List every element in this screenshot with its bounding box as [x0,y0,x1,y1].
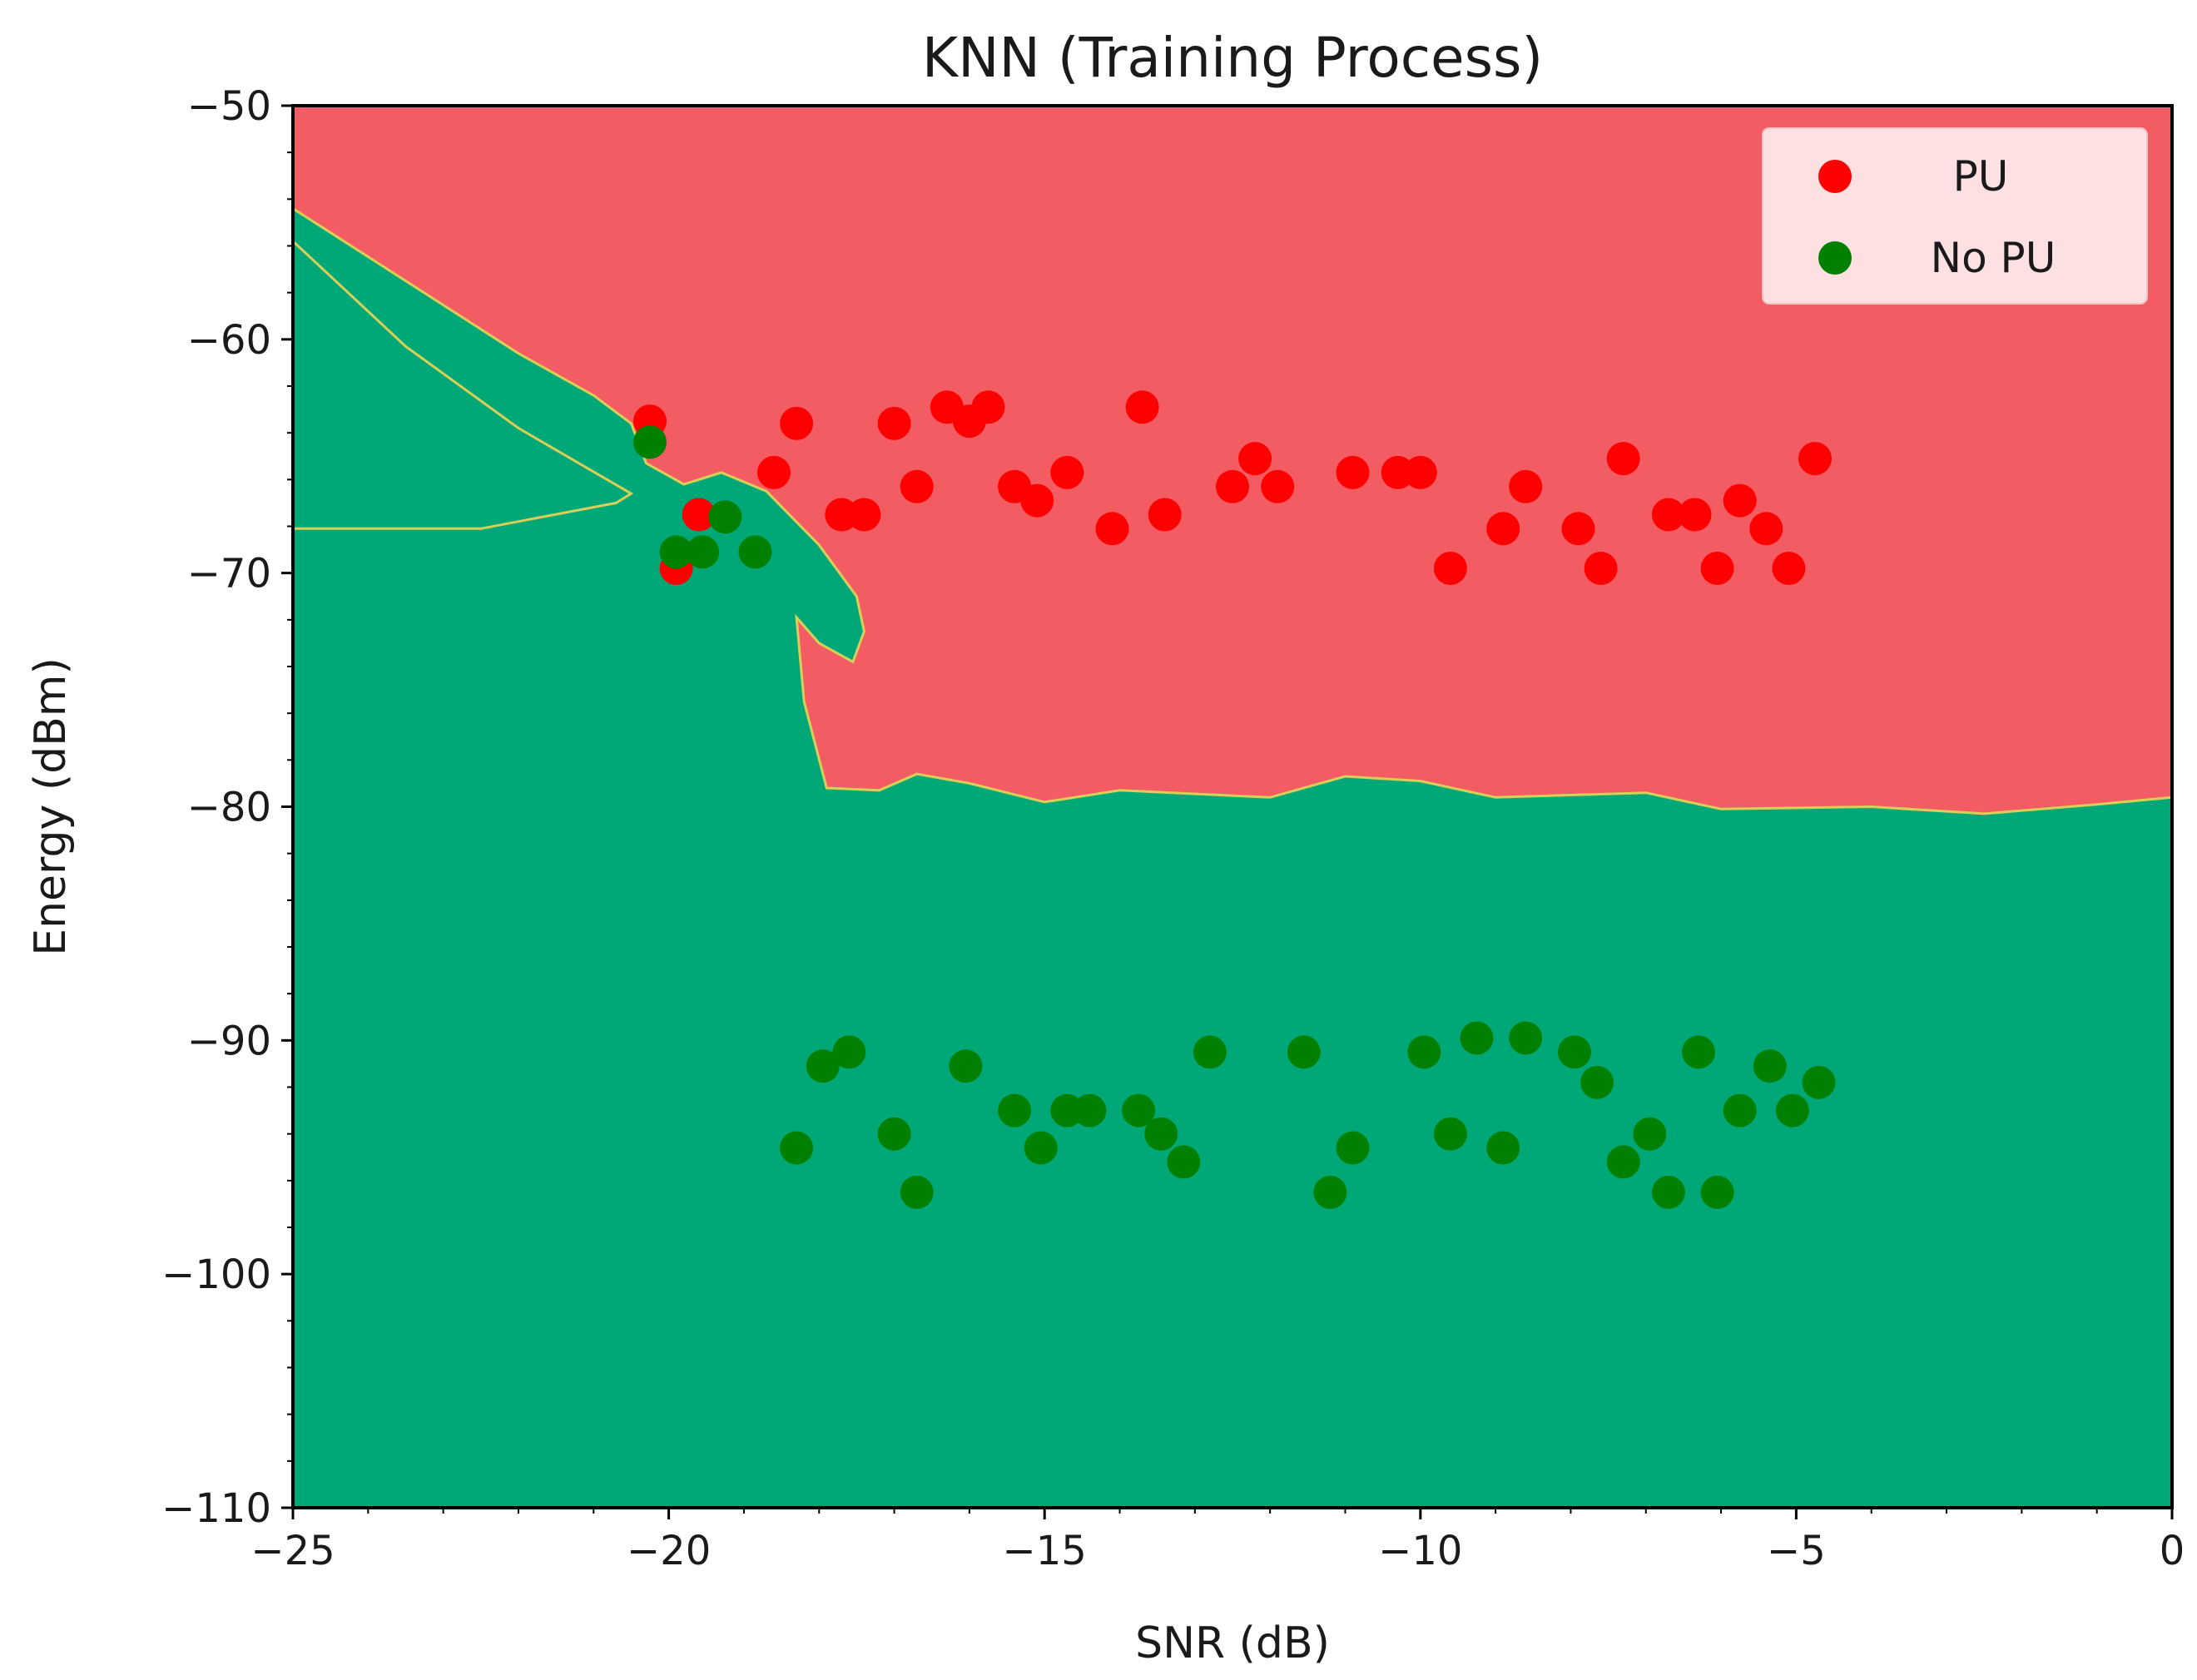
pu-point [1125,390,1159,424]
pu-point [1509,469,1543,503]
y-axis: −50 −60 −70 −80 −90 −100 −110 [161,83,293,1532]
y-tick-label: −50 [187,83,271,130]
pu-point [1723,483,1757,518]
no-pu-point [998,1093,1032,1127]
decision-boundary-line [293,207,2172,815]
y-axis-label: Energy (dBm) [26,657,76,956]
pu-point [1261,469,1295,503]
y-tick-label: −90 [187,1018,271,1064]
no-pu-point [1682,1035,1715,1069]
no-pu-point [1167,1145,1201,1179]
no-pu-point [1802,1065,1836,1099]
no-pu-point [806,1049,840,1083]
no-pu-point [1313,1175,1347,1209]
x-axis: −25 −20 −15 −10 −5 0 [250,1508,2185,1574]
x-tick-label: −20 [627,1528,711,1574]
no-pu-point [1336,1131,1370,1165]
no-pu-point [1775,1093,1809,1127]
no-pu-point [708,500,742,534]
pu-point [780,406,814,440]
pu-point [1798,442,1832,476]
x-tick-label: −25 [250,1528,335,1574]
pu-point [1678,498,1712,532]
pu-point [1050,455,1084,489]
plot-area [293,106,2172,1508]
no-pu-point [686,535,720,569]
pu-point [1772,552,1806,585]
no-pu-point [1144,1117,1178,1151]
pu-point [1403,455,1437,489]
no-pu-point [900,1175,934,1209]
no-pu-point [1723,1093,1757,1127]
legend-pu-marker [1818,160,1852,193]
no-pu-point [780,1131,814,1165]
x-tick-label: −5 [1767,1528,1826,1574]
no-pu-point [1486,1131,1520,1165]
no-pu-point [1287,1035,1321,1069]
no-pu-point [832,1035,866,1069]
pu-point [1020,483,1054,518]
legend-pu-label: PU [1953,152,2009,201]
pu-point [1433,552,1467,585]
pu-point [1336,455,1370,489]
no-pu-point [1558,1035,1591,1069]
no-pu-point [1700,1175,1734,1209]
y-tick-label: −60 [187,317,271,364]
pu-point [1561,512,1595,546]
pu-point [682,498,716,532]
no-pu-point [1633,1117,1667,1151]
pu-point [1700,552,1734,585]
pu-point [971,390,1005,424]
pu-point [1749,512,1783,546]
no-pu-point [1024,1131,1058,1165]
no-pu-point [1407,1035,1441,1069]
no-pu-point [1122,1093,1156,1127]
pu-point [1095,512,1129,546]
legend-nopu-label: No PU [1931,234,2056,282]
no-pu-point [1606,1145,1640,1179]
pu-point [1216,469,1249,503]
x-tick-label: −10 [1378,1528,1462,1574]
decision-boundary-line-wedge [293,240,634,530]
legend-nopu-marker [1818,241,1852,275]
pu-point [847,498,881,532]
no-pu-point [1753,1049,1787,1083]
no-pu-point [659,535,693,569]
no-pu-point [1433,1117,1467,1151]
y-tick-label: −70 [187,551,271,597]
no-pu-point [1073,1093,1107,1127]
pu-point [877,406,911,440]
no-pu-point [1460,1021,1494,1055]
y-tick-label: −100 [161,1251,271,1298]
legend: PU No PU [1762,127,2148,305]
data-points [633,390,1836,1209]
y-tick-label: −110 [161,1485,271,1532]
pu-point [1238,442,1272,476]
pu-point [757,455,791,489]
pu-point [1584,552,1618,585]
pu-point [1651,498,1685,532]
pu-point [1606,442,1640,476]
no-pu-point [949,1049,983,1083]
legend-box [1762,127,2148,305]
no-pu-point [1580,1065,1614,1099]
y-tick-label: −80 [187,785,271,831]
pu-point [900,469,934,503]
chart-title: KNN (Training Process) [922,26,1543,90]
pu-point [1486,512,1520,546]
x-tick-label: −15 [1003,1528,1087,1574]
x-tick-label: 0 [2160,1528,2185,1574]
no-pu-point [633,425,667,459]
x-axis-label: SNR (dB) [1135,1618,1330,1668]
no-pu-point [1193,1035,1227,1069]
no-pu-point [738,535,772,569]
no-pu-point [1509,1021,1543,1055]
no-pu-point [877,1117,911,1151]
no-pu-decision-region [293,208,2172,1508]
pu-point [1148,498,1182,532]
no-pu-point [1651,1175,1685,1209]
